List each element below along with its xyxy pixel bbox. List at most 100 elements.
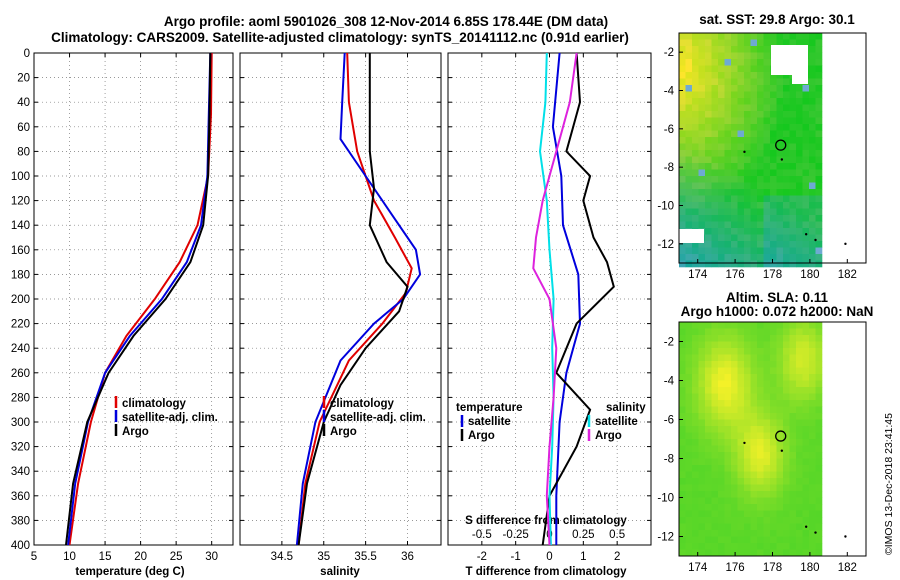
map-cell — [737, 234, 745, 242]
map-cell — [776, 104, 784, 112]
map-cell — [809, 536, 816, 544]
y-tick-label: 280 — [11, 392, 30, 404]
map-cell — [705, 452, 712, 459]
map-cell — [724, 341, 732, 349]
map-cell — [744, 549, 751, 557]
map-cell — [711, 426, 719, 433]
map-cell — [724, 439, 732, 446]
map-cell — [763, 510, 771, 518]
map-cell — [750, 335, 758, 342]
map-cell — [718, 52, 725, 60]
map-cell — [718, 341, 725, 349]
map-cell — [744, 65, 751, 73]
map-cell — [757, 497, 764, 505]
map-cell — [737, 543, 745, 550]
map-cell — [711, 260, 719, 268]
map-cell — [776, 328, 784, 336]
map-cell — [757, 361, 764, 368]
map-cell — [744, 328, 751, 336]
map-cell — [692, 530, 699, 537]
map-cell — [783, 150, 790, 157]
map-cell — [776, 452, 784, 459]
map-cell — [724, 254, 732, 261]
map-cell — [698, 137, 706, 144]
map-cell — [724, 65, 732, 73]
map-cell — [705, 52, 712, 60]
map-cell — [679, 393, 686, 401]
map-cell — [705, 426, 712, 433]
map-cell — [698, 111, 706, 118]
map-cell — [815, 195, 823, 203]
map-cell — [809, 260, 816, 268]
map-cell — [679, 510, 686, 518]
map-cell — [692, 510, 699, 518]
map-cell — [776, 471, 784, 479]
map-cell — [770, 452, 777, 459]
map-cell — [718, 406, 725, 414]
map-cell — [763, 39, 771, 47]
map-cell — [685, 322, 693, 329]
map-cell — [770, 221, 777, 229]
map-cell — [776, 176, 784, 183]
map-cell — [770, 335, 777, 342]
map-cell — [744, 169, 751, 177]
map-cell — [718, 91, 725, 99]
map-cell — [763, 85, 771, 92]
island-speck — [844, 242, 847, 246]
map-cell — [776, 510, 784, 518]
map-cell — [711, 117, 719, 125]
map-cell — [711, 52, 719, 60]
map-cell — [711, 491, 719, 498]
map-cell — [737, 254, 745, 261]
map-cell — [744, 98, 751, 105]
map-cell — [789, 189, 797, 196]
map-cell — [815, 111, 823, 118]
map-cell — [757, 150, 764, 157]
map-cell — [809, 549, 816, 557]
map-cell — [685, 117, 693, 125]
map-cell — [776, 497, 784, 505]
map-cell — [698, 341, 706, 349]
map-cell — [685, 426, 693, 433]
map-cell — [692, 406, 699, 414]
map-cell — [802, 150, 810, 157]
map-cell — [705, 182, 712, 190]
map-cell — [692, 400, 699, 407]
map-cell — [783, 117, 790, 125]
map-cell — [698, 176, 706, 183]
map-cell — [679, 517, 686, 524]
x-tick-label: 25 — [170, 551, 183, 563]
map-cell — [809, 458, 816, 466]
map-cell — [737, 221, 745, 229]
map-cell — [770, 536, 777, 544]
map-cell — [809, 335, 816, 342]
map-cell — [763, 143, 771, 151]
map-cell — [763, 169, 771, 177]
map-cell — [705, 406, 712, 414]
map-cell — [809, 393, 816, 401]
map-cell — [802, 465, 810, 472]
map-cell — [724, 432, 732, 440]
map-cell — [744, 182, 751, 190]
map-cell — [705, 478, 712, 485]
map-cell — [679, 78, 686, 86]
y-tick-label: 0 — [24, 48, 30, 60]
map-cell — [802, 517, 810, 524]
map-cell — [724, 361, 732, 368]
map-cell — [809, 471, 816, 479]
map-cell — [698, 182, 706, 190]
map-cell — [698, 150, 706, 157]
map-cell — [705, 195, 712, 203]
map-cell — [718, 543, 725, 550]
map-cell — [698, 247, 706, 255]
map-cell — [757, 328, 764, 336]
map-cell — [718, 137, 725, 144]
map-cell — [796, 348, 803, 355]
map-cell — [744, 471, 751, 479]
map-cell — [724, 393, 732, 401]
map-cell — [770, 91, 777, 99]
map-cell — [750, 504, 758, 511]
map-cell — [679, 452, 686, 459]
map-cell — [796, 432, 803, 440]
map-cell — [679, 380, 686, 388]
